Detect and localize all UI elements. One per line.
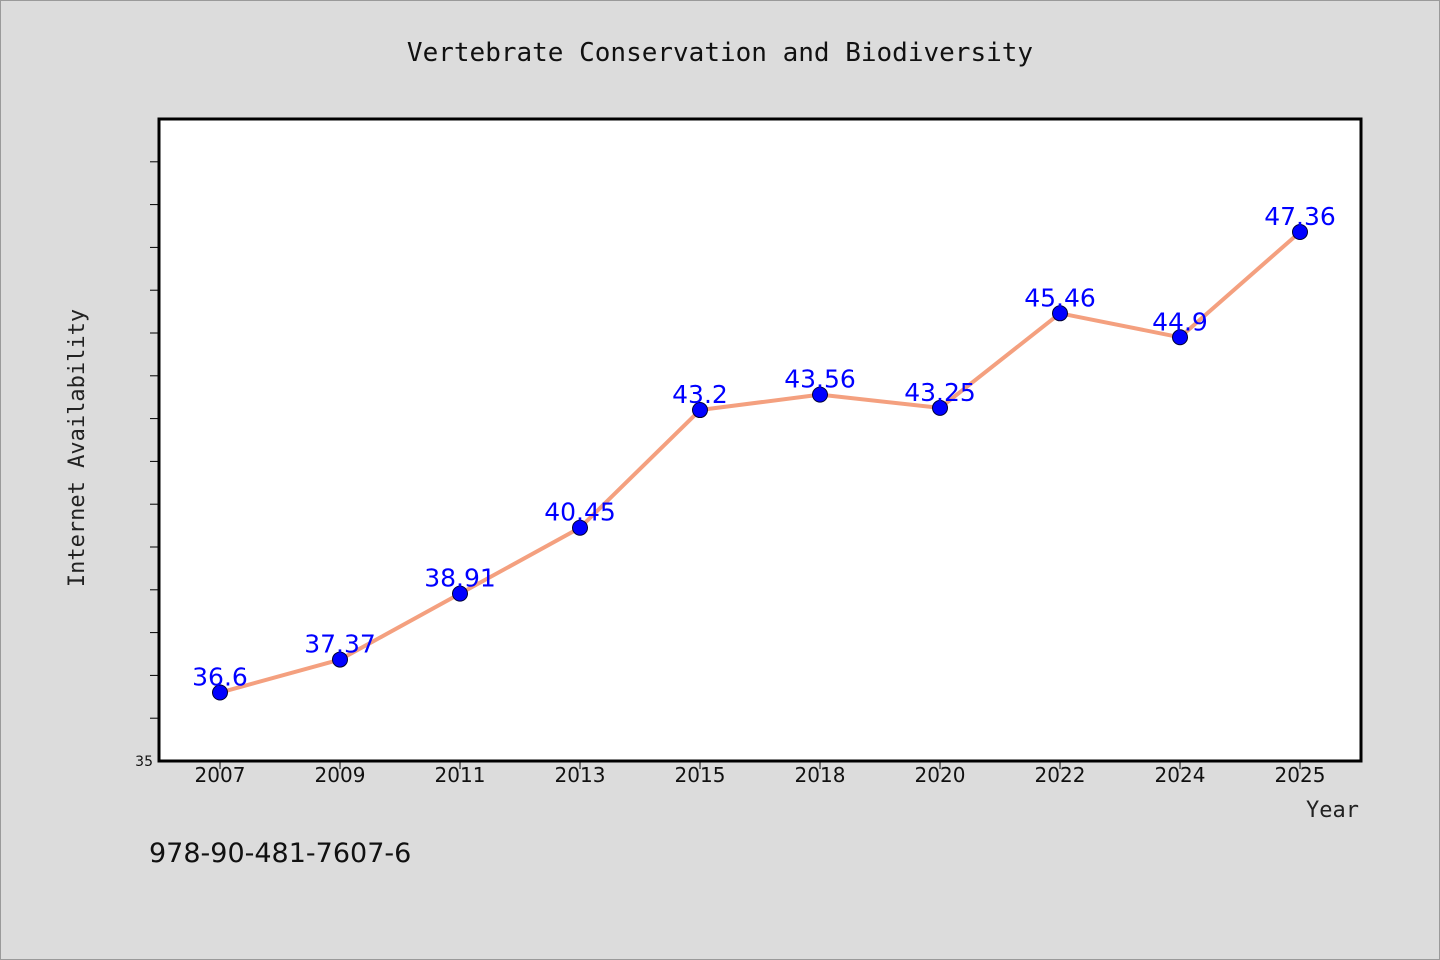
plot-area <box>157 117 1363 763</box>
data-label: 43.56 <box>784 365 856 394</box>
footnote-isbn: 978-90-481-7607-6 <box>149 838 411 869</box>
x-axis-label: Year <box>1306 798 1359 823</box>
data-label: 44.9 <box>1152 307 1208 336</box>
x-tick-label: 2025 <box>1275 763 1326 787</box>
x-tick-label: 2007 <box>195 763 246 787</box>
data-label: 36.6 <box>192 663 248 692</box>
data-point <box>332 651 348 668</box>
data-label: 43.25 <box>904 378 976 407</box>
y-axis: 35 <box>135 161 159 770</box>
data-point <box>452 585 468 602</box>
data-label: 37.37 <box>304 630 376 659</box>
y-tick-label: 35 <box>135 754 153 770</box>
x-tick-label: 2011 <box>435 763 486 787</box>
x-tick-label: 2013 <box>555 763 606 787</box>
y-axis-label: Internet Availability <box>65 309 90 587</box>
data-point <box>932 399 948 416</box>
data-point <box>1052 305 1068 322</box>
data-point <box>692 402 708 419</box>
data-point <box>1292 223 1308 240</box>
data-point <box>572 519 588 536</box>
series-line <box>218 229 1302 695</box>
data-point <box>212 684 228 701</box>
data-label: 47.36 <box>1264 202 1336 231</box>
chart-title: Vertebrate Conservation and Biodiversity <box>407 38 1033 68</box>
x-axis: 2007 2009 2011 2013 2015 2018 2020 2022 2024 2025 <box>195 761 1326 787</box>
x-tick-label: 2024 <box>1155 763 1206 787</box>
data-label: 40.45 <box>544 498 616 527</box>
data-label: 38.91 <box>424 564 496 593</box>
data-point <box>812 386 828 403</box>
x-tick-label: 2020 <box>915 763 966 787</box>
x-tick-label: 2018 <box>795 763 846 787</box>
series-layer: 36.6 37.37 38.91 40.45 43.2 43.56 43.25 45.46 44… <box>192 202 1336 701</box>
x-tick-label: 2015 <box>675 763 726 787</box>
x-tick-label: 2022 <box>1035 763 1086 787</box>
data-label: 43.2 <box>672 380 728 409</box>
data-label: 45.46 <box>1024 283 1096 312</box>
x-tick-label: 2009 <box>315 763 366 787</box>
data-point <box>1172 329 1188 346</box>
